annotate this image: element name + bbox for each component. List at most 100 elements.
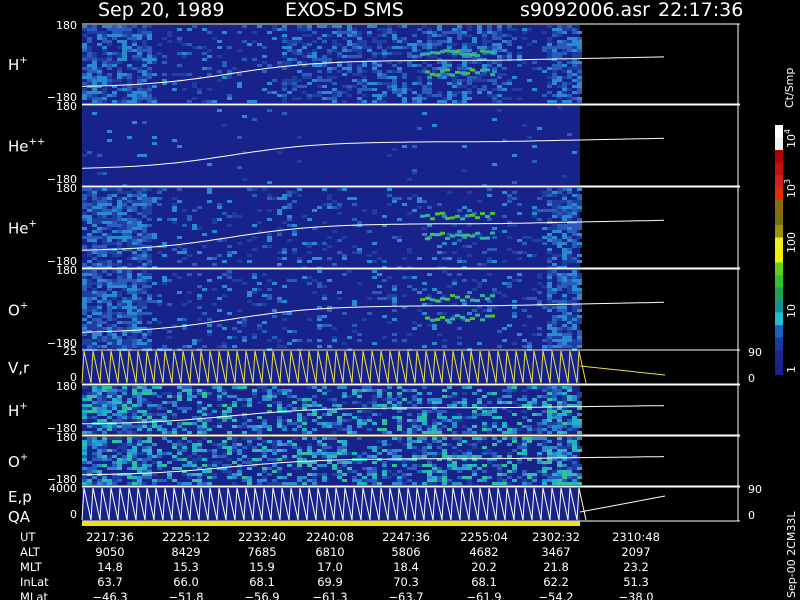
pixel (327, 76, 332, 79)
pixel (147, 333, 152, 336)
pixel (392, 76, 397, 79)
pixel (467, 49, 472, 52)
pixel (137, 282, 142, 285)
pixel (577, 224, 582, 227)
pixel (237, 215, 242, 218)
pixel (382, 215, 387, 218)
pixel (182, 318, 187, 321)
pixel (182, 55, 187, 58)
pixel (257, 282, 262, 285)
pixel (227, 200, 232, 203)
pixel (162, 437, 167, 440)
pixel (127, 230, 132, 233)
pixel (547, 345, 552, 348)
pixel (152, 392, 157, 395)
pixel (502, 395, 507, 398)
pixel (557, 43, 562, 46)
pixel (87, 218, 92, 221)
band (460, 298, 465, 302)
pixel (92, 318, 97, 321)
pixel (507, 248, 512, 251)
pixel (237, 443, 242, 446)
pixel (357, 52, 362, 55)
pixel (507, 276, 512, 279)
pixel (197, 306, 202, 309)
pixel (392, 34, 397, 37)
pixel (92, 443, 97, 446)
pixel (257, 401, 262, 404)
panel-label: QA (8, 508, 31, 526)
pixel (452, 242, 457, 245)
pixel (337, 476, 342, 479)
pixel (552, 333, 557, 336)
pixel (352, 245, 357, 248)
pixel (412, 100, 417, 103)
pixel (87, 151, 92, 154)
pixel (437, 67, 442, 70)
pixel (557, 476, 562, 479)
pixel (92, 458, 97, 461)
pixel (82, 482, 87, 485)
pixel (547, 452, 552, 455)
pixel (127, 46, 132, 49)
pixel (547, 288, 552, 291)
pixel (132, 306, 137, 309)
pixel (537, 127, 542, 130)
pixel (117, 401, 122, 404)
pixel (372, 88, 377, 91)
pixel (342, 464, 347, 467)
pixel (107, 342, 112, 345)
pixel (477, 342, 482, 345)
pixel (497, 46, 502, 49)
pixel (432, 455, 437, 458)
band (465, 52, 470, 56)
pixel (402, 257, 407, 260)
pixel (247, 476, 252, 479)
pixel (112, 476, 117, 479)
pixel (432, 288, 437, 291)
pixel (112, 291, 117, 294)
pixel (132, 242, 137, 245)
pixel (177, 291, 182, 294)
pixel (92, 324, 97, 327)
pixel (167, 395, 172, 398)
pixel (562, 76, 567, 79)
pixel (497, 455, 502, 458)
pixel (122, 49, 127, 52)
pixel (442, 312, 447, 315)
pixel (122, 46, 127, 49)
pixel (572, 194, 577, 197)
pixel (317, 389, 322, 392)
pixel (202, 58, 207, 61)
pixel (92, 437, 97, 440)
pixel (467, 291, 472, 294)
pixel (102, 40, 107, 43)
pixel (207, 163, 212, 166)
pixel (147, 203, 152, 206)
pixel (562, 395, 567, 398)
pixel (147, 37, 152, 40)
pixel (297, 257, 302, 260)
pixel (517, 443, 522, 446)
pixel (487, 79, 492, 82)
pixel (152, 58, 157, 61)
pixel (557, 425, 562, 428)
pixel (307, 76, 312, 79)
pixel (267, 398, 272, 401)
pixel (557, 386, 562, 389)
pixel (557, 239, 562, 242)
pixel (527, 236, 532, 239)
pixel (577, 245, 582, 248)
pixel (542, 443, 547, 446)
pixel (467, 67, 472, 70)
pixel (527, 136, 532, 139)
pixel (372, 404, 377, 407)
pixel (202, 470, 207, 473)
pixel (112, 401, 117, 404)
pixel (452, 395, 457, 398)
pixel (382, 476, 387, 479)
pixel (172, 431, 177, 434)
pixel (217, 345, 222, 348)
pixel (347, 70, 352, 73)
pixel (212, 230, 217, 233)
